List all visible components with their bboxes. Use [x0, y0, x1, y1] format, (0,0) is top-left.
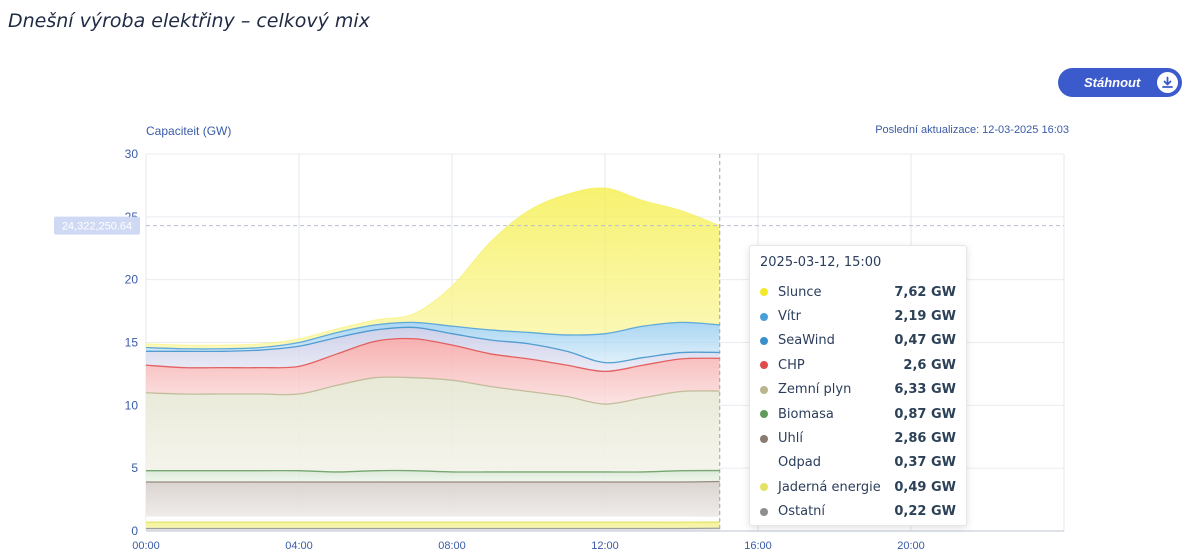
- legend-dot-icon: [760, 483, 768, 492]
- tooltip-row: Zemní plyn 6,33 GW: [760, 378, 956, 402]
- tooltip-row: SeaWind 0,47 GW: [760, 329, 956, 353]
- y-axis-title: Capaciteit (GW): [146, 124, 232, 138]
- legend-dot-icon: [760, 336, 768, 345]
- line-vítr: [145, 321, 720, 350]
- area-vítr[interactable]: [146, 322, 720, 363]
- legend-dot-icon: [760, 288, 768, 297]
- download-button[interactable]: Stáhnout: [1058, 68, 1182, 97]
- area-jaderná-energie[interactable]: [146, 522, 720, 529]
- last-update: Poslední aktualizace: 12-03-2025 16:03: [872, 124, 1069, 136]
- area-uhlí[interactable]: [146, 481, 720, 518]
- area-slunce[interactable]: [146, 187, 720, 349]
- tooltip-series-value: 2,19 GW: [894, 309, 956, 325]
- area-chp[interactable]: [146, 338, 720, 405]
- tooltip-series-name: Zemní plyn: [778, 382, 852, 398]
- tooltip-series-value: 0,22 GW: [894, 504, 956, 520]
- tooltip-series-name: Jaderná energie: [778, 479, 881, 495]
- tooltip-series-value: 0,47 GW: [894, 333, 956, 349]
- crosshair-label: 24,322,250.64: [62, 221, 132, 233]
- area-odpad[interactable]: [146, 517, 720, 523]
- tooltip-series-name: Vítr: [778, 309, 801, 325]
- y-tick-label: 30: [125, 147, 139, 161]
- line-uhlí: [146, 480, 720, 483]
- y-tick-label: 10: [125, 398, 139, 412]
- legend-dot-icon: [760, 410, 768, 419]
- tooltip-series-name: Biomasa: [778, 406, 834, 422]
- last-update-value: 12-03-2025 16:03: [982, 124, 1069, 136]
- tooltip-date: 2025-03-12, 15:00: [760, 255, 882, 270]
- page-title: Dnešní výroba elektřiny – celkový mix: [8, 10, 370, 32]
- x-tick-label: 00:00: [132, 540, 160, 552]
- tooltip-series-name: Uhlí: [778, 431, 803, 447]
- legend-dot-icon: [760, 312, 768, 321]
- tooltip-series-value: 0,87 GW: [894, 406, 956, 422]
- tooltip-series-name: Ostatní: [778, 504, 826, 520]
- legend-dot-icon: [760, 361, 768, 370]
- tooltip-row: Biomasa 0,87 GW: [760, 402, 956, 426]
- tooltip-series-value: 0,37 GW: [894, 455, 956, 471]
- tooltip-series-value: 0,49 GW: [894, 479, 956, 495]
- y-tick-label: 20: [125, 273, 139, 287]
- tooltip-row: Uhlí 2,86 GW: [760, 426, 956, 450]
- line-seawind: [146, 326, 720, 364]
- tooltip-series-name: Odpad: [778, 455, 821, 471]
- tooltip-row: Odpad 0,37 GW: [760, 451, 956, 475]
- tooltip-row: Slunce 7,62 GW: [760, 280, 956, 304]
- tooltip-series-name: SeaWind: [778, 333, 835, 349]
- legend-dot-icon: [760, 507, 768, 516]
- legend-dot-icon: [760, 458, 768, 467]
- line-biomasa: [146, 469, 720, 473]
- tooltip-series-value: 2,86 GW: [894, 431, 956, 447]
- line-chp: [145, 337, 720, 373]
- tooltip-row: Jaderná energie 0,49 GW: [760, 475, 956, 499]
- tooltip-row: Vítr 2,19 GW: [760, 304, 956, 328]
- tooltip-series-name: CHP: [778, 357, 805, 373]
- legend-dot-icon: [760, 434, 768, 443]
- x-tick-label: 04:00: [285, 540, 313, 552]
- crosshair-label-box: [54, 216, 140, 235]
- tooltip-series-value: 2,6 GW: [903, 357, 956, 373]
- x-tick-label: 08:00: [438, 540, 466, 552]
- y-tick-label: 15: [125, 336, 139, 350]
- line-slunce: [145, 187, 720, 346]
- tooltip-row: Ostatní 0,22 GW: [760, 500, 956, 524]
- tooltip-series-value: 6,33 GW: [894, 382, 956, 398]
- tooltip-series-value: 7,62 GW: [894, 284, 956, 300]
- area-zemní-plyn[interactable]: [146, 377, 720, 473]
- x-tick-label: 12:00: [591, 540, 619, 552]
- download-icon: [1157, 72, 1178, 93]
- area-biomasa[interactable]: [146, 470, 720, 483]
- download-label: Stáhnout: [1084, 75, 1141, 90]
- last-update-label: Poslední aktualizace:: [875, 124, 980, 136]
- tooltip: 2025-03-12, 15:00 Slunce 7,62 GW Vítr 2,19 …: [749, 245, 967, 526]
- tooltip-series-name: Slunce: [778, 284, 822, 300]
- line-zemní-plyn: [145, 376, 720, 405]
- area-seawind[interactable]: [146, 327, 720, 372]
- y-tick-label: 0: [131, 524, 138, 538]
- x-tick-label: 20:00: [897, 540, 925, 552]
- x-tick-label: 16:00: [744, 540, 772, 552]
- tooltip-row: CHP 2,6 GW: [760, 353, 956, 377]
- y-tick-label: 5: [131, 461, 138, 475]
- legend-dot-icon: [760, 385, 768, 394]
